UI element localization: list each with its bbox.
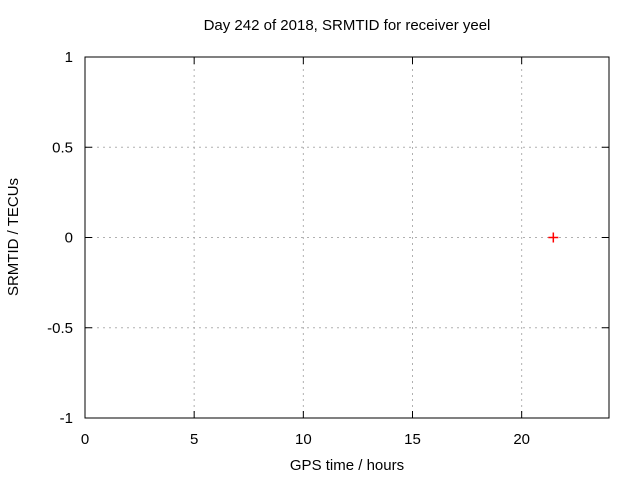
x-tick-label: 5 — [190, 431, 198, 448]
x-tick-label: 0 — [81, 431, 89, 448]
x-tick-label: 15 — [404, 431, 421, 448]
y-axis-label: SRMTID / TECUs — [5, 178, 22, 296]
y-tick-label: 1 — [65, 49, 73, 66]
y-tick-label: -1 — [60, 410, 73, 427]
x-tick-label: 10 — [295, 431, 312, 448]
y-tick-label: -0.5 — [47, 320, 73, 337]
plot-border — [84, 56, 610, 419]
x-tick-label: 20 — [513, 431, 530, 448]
y-tick-label: 0.5 — [52, 139, 73, 156]
grid-lines — [85, 57, 609, 418]
data-points — [548, 232, 559, 243]
data-point-marker — [548, 232, 559, 243]
x-axis-label: GPS time / hours — [290, 457, 404, 474]
chart-title: Day 242 of 2018, SRMTID for receiver yee… — [204, 17, 491, 34]
tick-labels: 0 5 10 15 20 -1 -0.5 0 0.5 1 — [47, 49, 530, 448]
y-tick-label: 0 — [65, 230, 73, 247]
